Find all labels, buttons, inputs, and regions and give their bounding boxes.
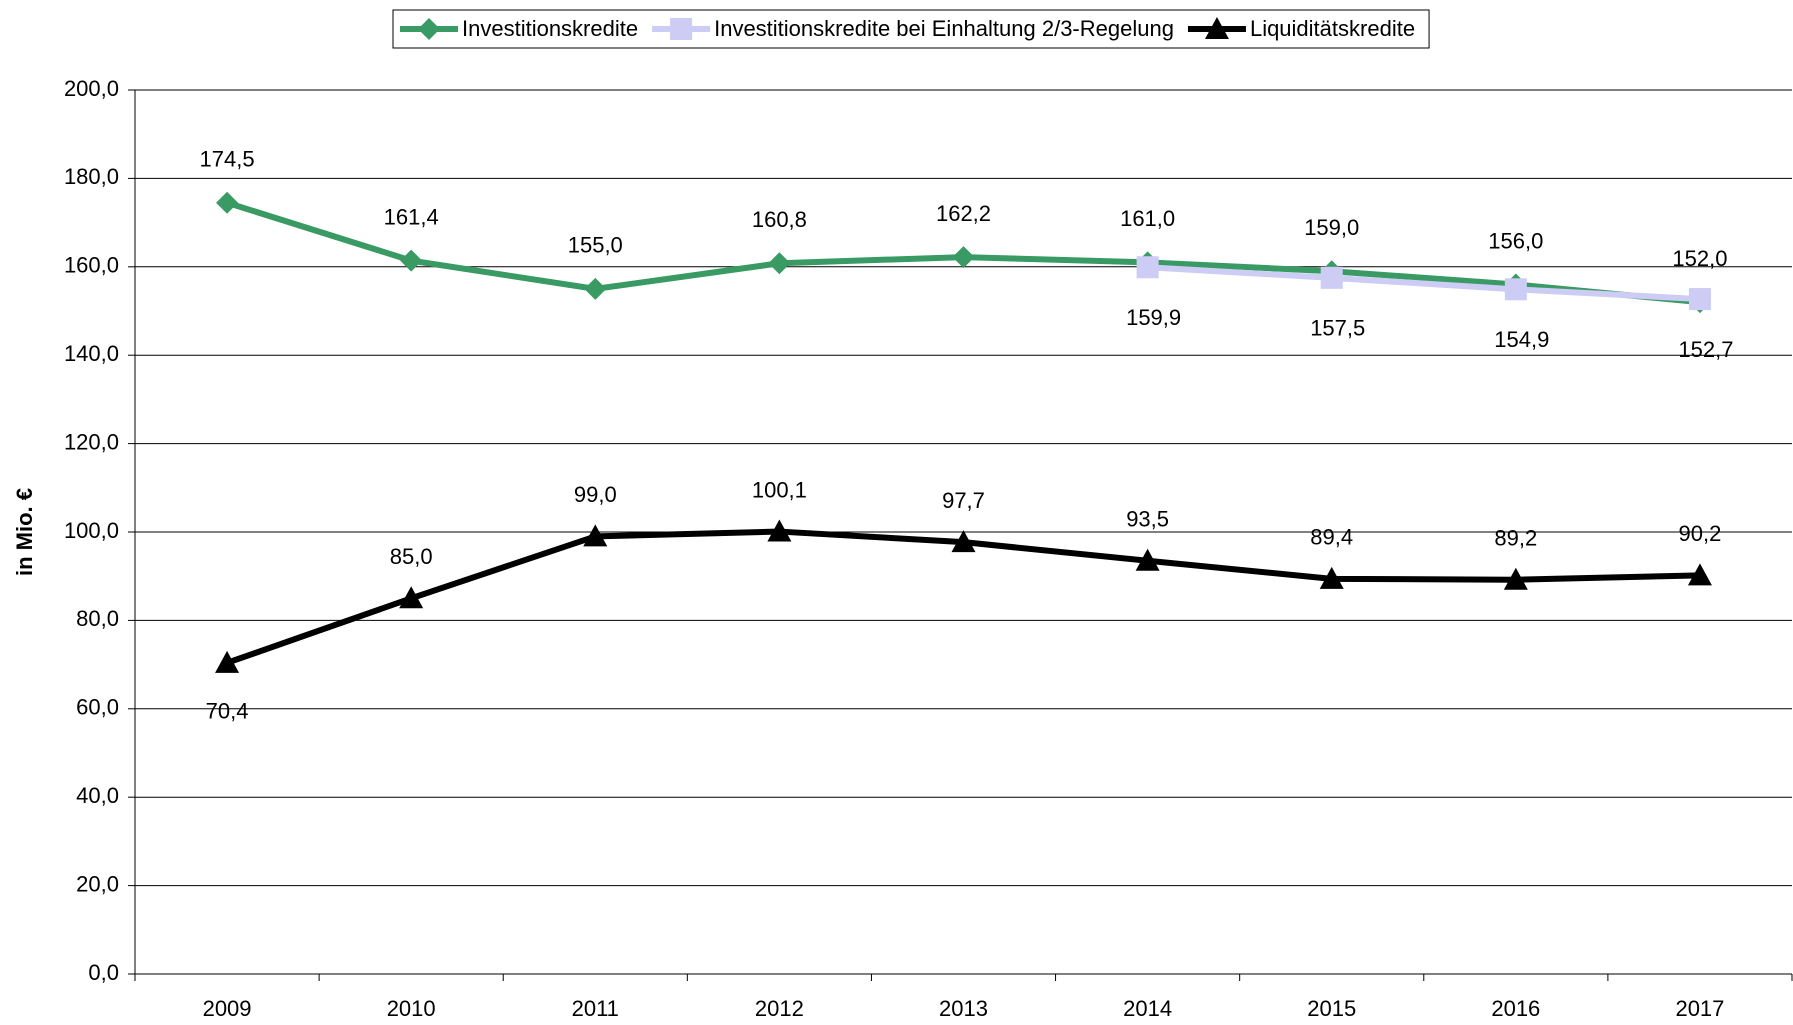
marker (584, 277, 607, 300)
data-label: 154,9 (1494, 327, 1549, 352)
data-label: 174,5 (200, 147, 255, 172)
marker (951, 530, 976, 553)
marker (1688, 288, 1711, 311)
marker (418, 18, 440, 40)
x-tick-label: 2009 (203, 996, 252, 1021)
legend-label: Investitionskredite bei Einhaltung 2/3-R… (714, 16, 1174, 41)
y-tick-label: 120,0 (64, 429, 119, 454)
x-tick-label: 2010 (387, 996, 436, 1021)
y-tick-label: 140,0 (64, 341, 119, 366)
marker (1204, 17, 1229, 39)
y-tick-label: 40,0 (76, 783, 119, 808)
marker (1687, 563, 1712, 586)
data-label: 85,0 (390, 544, 433, 569)
y-tick-label: 60,0 (76, 695, 119, 720)
data-label: 100,1 (752, 477, 807, 502)
x-tick-label: 2016 (1491, 996, 1540, 1021)
y-tick-label: 180,0 (64, 164, 119, 189)
marker (1135, 548, 1160, 571)
x-tick-label: 2014 (1123, 996, 1172, 1021)
legend-box (392, 9, 1430, 49)
data-label: 161,4 (384, 204, 439, 229)
x-tick-label: 2013 (939, 996, 988, 1021)
x-tick-label: 2012 (755, 996, 804, 1021)
data-label: 161,0 (1120, 206, 1175, 231)
marker (670, 18, 693, 40)
data-label: 152,7 (1678, 337, 1733, 362)
y-tick-label: 0,0 (88, 960, 119, 985)
data-label: 89,2 (1494, 526, 1537, 551)
marker (1504, 278, 1527, 301)
data-label: 159,0 (1304, 215, 1359, 240)
marker (399, 586, 424, 609)
data-label: 159,9 (1126, 305, 1181, 330)
marker (768, 252, 791, 275)
marker (767, 519, 792, 542)
series-line (1147, 264, 1701, 303)
marker (583, 524, 608, 547)
y-tick-label: 200,0 (64, 76, 119, 101)
x-tick-label: 2015 (1307, 996, 1356, 1021)
data-label: 99,0 (574, 482, 617, 507)
y-tick-label: 20,0 (76, 871, 119, 896)
x-tick-label: 2017 (1675, 996, 1724, 1021)
y-axis-label: in Mio. € (12, 488, 37, 576)
data-label: 89,4 (1310, 525, 1353, 550)
data-label: 155,0 (568, 233, 623, 258)
marker (952, 246, 975, 269)
data-label: 160,8 (752, 207, 807, 232)
data-label: 93,5 (1126, 507, 1169, 532)
marker (400, 249, 423, 272)
data-label: 97,7 (942, 488, 985, 513)
marker (1136, 256, 1159, 279)
data-label: 152,0 (1672, 246, 1727, 271)
marker (1503, 567, 1528, 590)
data-label: 70,4 (206, 699, 249, 724)
data-label: 162,2 (936, 201, 991, 226)
legend: Investitionskredite Investitionskredite b… (392, 9, 1430, 49)
y-tick-label: 100,0 (64, 518, 119, 543)
legend-label: Investitionskredite (462, 16, 638, 41)
y-tick-label: 160,0 (64, 253, 119, 278)
marker (1319, 566, 1344, 589)
x-tick-label: 2011 (572, 996, 619, 1021)
data-label: 156,0 (1488, 228, 1543, 253)
marker (216, 191, 239, 214)
data-label: 90,2 (1679, 521, 1722, 546)
marker (215, 650, 240, 673)
data-label: 157,5 (1310, 316, 1365, 341)
legend-label: Liquiditätskredite (1250, 16, 1415, 41)
marker (1320, 266, 1343, 289)
y-tick-label: 80,0 (76, 606, 119, 631)
